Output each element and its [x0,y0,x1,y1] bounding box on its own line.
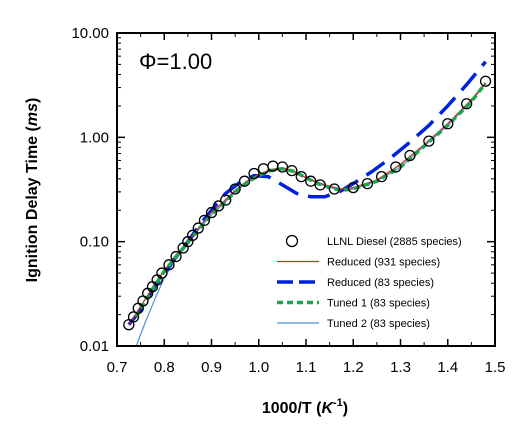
legend-entry: LLNL Diesel (2885 species) [327,236,462,248]
data-point [220,194,232,206]
data-point [156,267,168,279]
data-point [328,183,341,195]
x-tick-label: 0.9 [201,359,222,376]
x-tick-label: 1.3 [390,359,411,376]
data-point [404,149,416,162]
y-tick-label: 10.00 [71,25,109,42]
legend: LLNL Diesel (2885 species) Reduced (931 s… [277,234,462,330]
data-point [479,75,492,87]
x-tick-label: 0.7 [107,359,128,376]
legend-entry: Reduced (83 species) [327,277,434,289]
data-point [127,311,140,323]
data-point [442,118,454,130]
data-point [361,177,374,190]
data-point [205,206,218,219]
axis-layer: 0.7 0.8 0.9 1.0 1.1 1.2 1.3 1.4 1.5 0.01 0.10 1.00 1… [71,25,505,376]
y-tick-label: 1.00 [80,129,109,146]
y-tick-label: 0.10 [80,234,109,251]
data-point [295,170,307,183]
data-point [248,167,260,180]
data-point [286,164,298,177]
data-point [238,175,251,187]
data-point [314,179,326,191]
series-layer [123,60,492,346]
data-point [460,98,473,110]
x-tick-label: 1.4 [437,359,458,376]
x-tick-label: 1.2 [343,359,364,376]
data-point [212,200,225,212]
legend-entry: Tuned 2 (83 species) [327,318,430,330]
data-point [276,161,289,173]
series-line [134,82,487,318]
x-tick-label: 1.0 [248,359,269,376]
data-point [347,181,359,194]
plot-frame [116,32,496,347]
legend-entry: Reduced (931 species) [327,257,440,269]
data-point [186,229,199,241]
phi-annotation: Φ=1.00 [139,49,212,74]
x-tick-label: 1.1 [296,359,317,376]
data-point [198,214,211,227]
legend-entry: Tuned 1 (83 species) [327,298,430,310]
x-tick-label: 0.8 [154,359,175,376]
data-point [163,259,175,271]
y-tick-label: 0.01 [80,338,109,355]
data-point [170,250,182,263]
data-point [192,222,204,234]
x-tick-label: 1.5 [485,359,506,376]
data-point [423,135,435,147]
data-point [229,183,241,195]
legend-swatch [285,234,299,248]
x-axis-label: 1000/T (K-1) [262,397,348,417]
y-axis-label: Ignition Delay Time (ms) [24,98,41,283]
data-point [390,161,402,173]
data-point [305,175,317,187]
data-point [375,170,388,183]
